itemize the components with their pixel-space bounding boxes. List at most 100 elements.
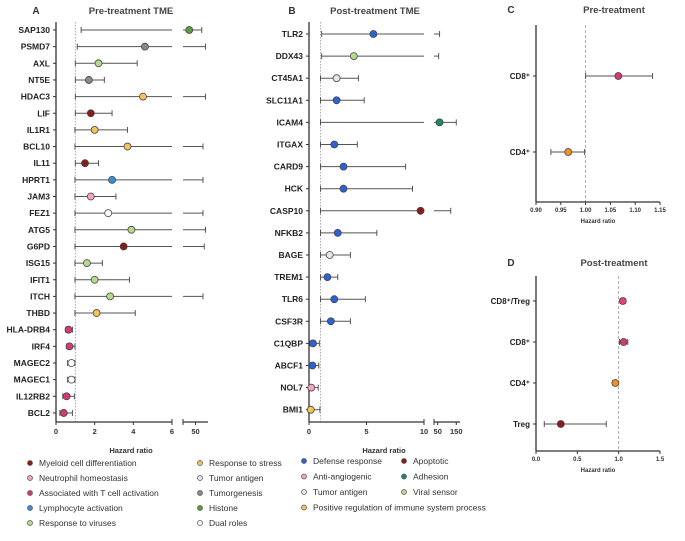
hazard-ratio-point [90, 275, 99, 284]
hazard-ratio-point [611, 379, 620, 387]
forest-row: TLR2 [282, 29, 441, 39]
x-tick-label: 0 [54, 427, 58, 436]
forest-row: ITGAX [277, 140, 358, 150]
row-label: NT5E [28, 75, 50, 85]
hazard-ratio-point [435, 118, 444, 127]
hazard-ratio-point [86, 109, 95, 118]
hazard-ratio-point [92, 309, 101, 317]
legend-label: Histone [209, 503, 238, 513]
hazard-ratio-point [339, 162, 348, 171]
hazard-ratio-point [330, 140, 339, 149]
panel-A: A Pre-treatment TME 0 2 4 6 50 Hazard ratio SAP1… [7, 6, 282, 528]
forest-row: AXL [33, 58, 138, 68]
legend-label: Tumor antigen [313, 487, 368, 497]
row-label: HPRT1 [22, 175, 50, 185]
row-label: TLR2 [282, 29, 304, 39]
legend-label: Neutrophil homeostasis [39, 473, 128, 483]
legend-marker [27, 460, 33, 466]
forest-row: BMI1 [283, 405, 321, 415]
legend-item: Defense response [301, 456, 382, 466]
forest-row: NT5E [28, 75, 105, 85]
row-label: ITCH [30, 291, 50, 301]
row-label: ICAM4 [277, 117, 304, 127]
row-label: LIF [37, 108, 50, 118]
legend-marker [197, 460, 203, 466]
forest-row: BCL2 [28, 408, 73, 418]
legend-label: Adhesion [413, 472, 449, 482]
hazard-ratio-point [83, 259, 91, 268]
hazard-ratio-point [349, 52, 358, 60]
row-label: IFIT1 [30, 275, 50, 285]
legend-item: Tumor antigen [301, 487, 368, 497]
row-label: JAM3 [27, 192, 50, 202]
legend-label: Positive regulation of immune system pro… [313, 503, 486, 513]
row-label: BMI1 [283, 405, 304, 415]
legend-marker [27, 505, 33, 511]
hazard-ratio-point [59, 409, 68, 417]
row-label: HLA-DRB4 [7, 325, 51, 335]
x-tick-label: 1.5 [656, 457, 665, 463]
row-label: BCL10 [23, 142, 50, 152]
forest-row: CD8⁺ [510, 338, 629, 347]
row-label: CD8⁺ [510, 72, 530, 81]
forest-row: TLR6 [282, 294, 366, 304]
forest-row: IL11 [33, 158, 100, 168]
panel-letter: B [288, 6, 295, 17]
forest-row: THBD [26, 308, 136, 318]
x-axis-label: Hazard ratio [109, 446, 153, 455]
forest-row: ATG5 [28, 225, 206, 235]
row-label: Treg [513, 420, 530, 429]
row-label: AXL [33, 58, 50, 68]
legend-label: Tumorgenesis [209, 488, 263, 498]
row-label: DDX43 [276, 51, 304, 61]
legend-marker [401, 489, 407, 495]
x-tick-label: 0.0 [532, 457, 541, 463]
panel-title: Post-treatment TME [330, 6, 420, 17]
row-label: IRF4 [32, 341, 51, 351]
hazard-ratio-point [141, 42, 149, 51]
row-label: NFKB2 [275, 228, 304, 238]
row-label: BCL2 [28, 408, 50, 418]
row-label: CARD9 [274, 162, 304, 172]
legend-marker [27, 475, 33, 481]
forest-row: DDX43 [276, 51, 440, 61]
row-label: TLR6 [282, 294, 304, 304]
forest-row: HCK [285, 184, 413, 194]
hazard-ratio-point [330, 295, 339, 304]
x-tick-label: 1.10 [629, 208, 641, 214]
panel-D: D Post-treatment 0.0 0.5 1.0 1.5 Hazard ratio C… [491, 258, 665, 474]
row-label: CT45A1 [271, 73, 303, 83]
row-label: PSMD7 [21, 42, 51, 52]
hazard-ratio-point [67, 375, 76, 384]
hazard-ratio-point [86, 192, 95, 201]
legend-label: Defense response [313, 456, 382, 466]
row-label: CD8⁺ [510, 338, 530, 347]
row-label: ISG15 [26, 258, 50, 268]
row-label: SAP130 [18, 25, 50, 35]
panel-title: Pre-treatment [583, 5, 646, 16]
legend-label: Viral sensor [413, 487, 458, 497]
x-tick-label: 1.0 [614, 457, 623, 463]
row-label: CD4⁺ [510, 379, 530, 388]
forest-row: MAGEC1 [14, 375, 76, 385]
legend-item: Dual roles [197, 518, 247, 528]
hazard-ratio-point [323, 273, 332, 282]
hazard-ratio-point [339, 184, 348, 193]
legend-item: Response to stress [197, 458, 282, 468]
legend-label: Apoptotic [413, 456, 449, 466]
row-label: HDAC3 [21, 92, 51, 102]
x-tick-label: 5 [364, 427, 368, 436]
forest-row: ISG15 [26, 258, 103, 268]
x-tick-label: 1.00 [580, 208, 592, 214]
x-tick-label: 0.90 [530, 208, 542, 214]
row-label: SLC11A1 [266, 95, 303, 105]
hazard-ratio-point [94, 59, 103, 68]
x-axis-label: Hazard ratio [581, 468, 616, 474]
legend-marker [301, 504, 307, 511]
legend-item: Apoptotic [401, 456, 449, 466]
forest-row: CD8⁺ [510, 72, 654, 81]
hazard-ratio-point [326, 317, 335, 326]
hazard-ratio-point [619, 338, 628, 346]
legend-marker [197, 490, 203, 496]
x-tick-label: 4 [131, 427, 136, 436]
